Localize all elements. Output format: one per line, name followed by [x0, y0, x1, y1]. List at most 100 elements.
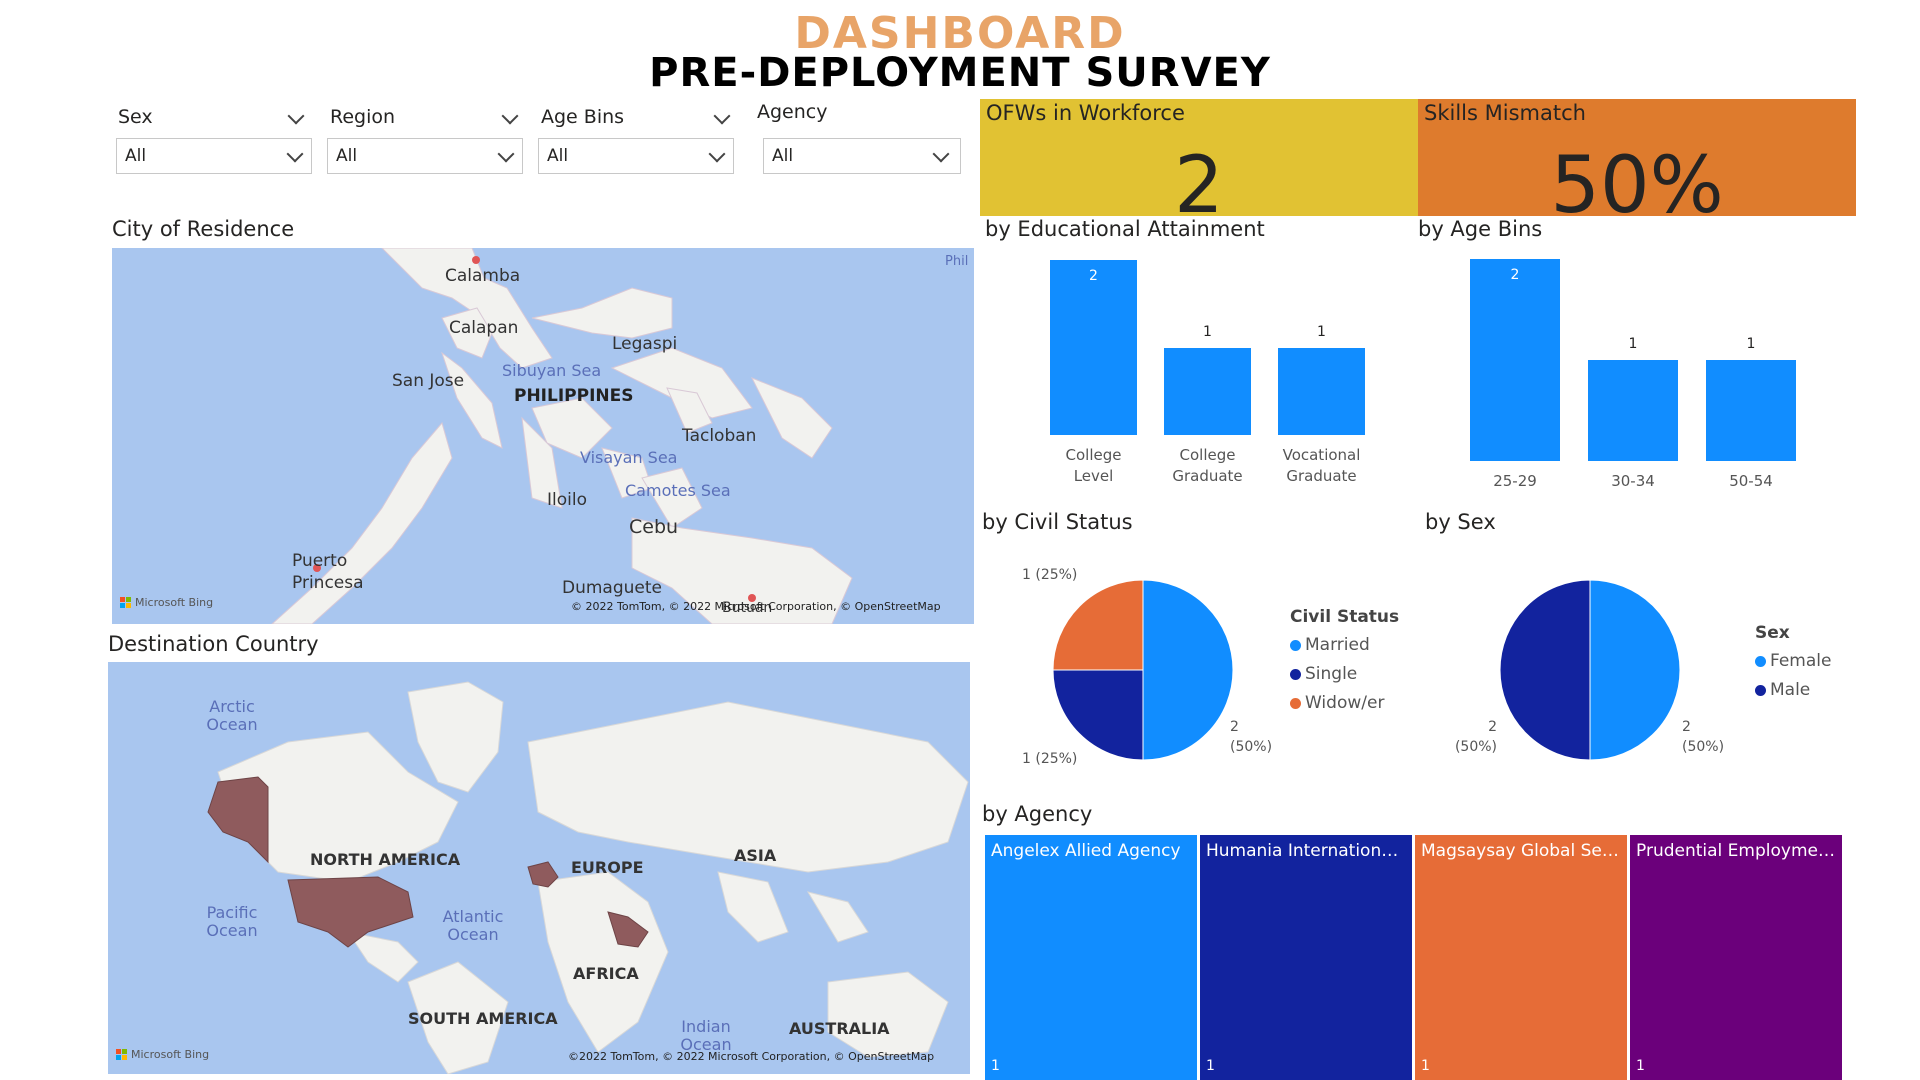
edu-chart-title: by Educational Attainment	[985, 217, 1265, 241]
bar[interactable]	[1588, 360, 1678, 461]
legend-dot-icon	[1755, 684, 1766, 696]
map-label-dumaguete: Dumaguete	[562, 578, 662, 598]
kpi-ofws-card[interactable]: OFWs in Workforce 2	[980, 99, 1418, 231]
bar-category-label: 30-34	[1611, 472, 1655, 490]
map-label-tacloban: Tacloban	[682, 426, 757, 446]
continent-africa: AFRICA	[573, 964, 639, 983]
treemap-tile-prudential[interactable]: Prudential Employment... 1	[1630, 835, 1842, 1080]
slicer-sex-value: All	[125, 146, 147, 166]
sex-chart-title: by Sex	[1425, 510, 1496, 534]
treemap-tile-value: 1	[1636, 1058, 1645, 1074]
legend-widower-label: Widow/er	[1305, 693, 1385, 713]
map-label-camotes-sea: Camotes Sea	[625, 481, 731, 500]
legend-male[interactable]: Male	[1755, 680, 1831, 700]
bar-value-label: 1	[1203, 323, 1212, 340]
treemap-tile-humania[interactable]: Humania International ... 1	[1200, 835, 1412, 1080]
dashboard-title: DASHBOARD	[794, 8, 1126, 59]
map-label-corner: Phil	[945, 254, 969, 269]
continent-north-america: NORTH AMERICA	[310, 850, 461, 869]
ocean-atlantic: Atlantic Ocean	[442, 907, 504, 944]
chevron-down-icon[interactable]	[713, 107, 731, 125]
legend-female-label: Female	[1770, 651, 1832, 671]
legend-single-label: Single	[1305, 664, 1358, 684]
slicer-region-label: Region	[330, 106, 396, 128]
map-label-calapan: Calapan	[449, 318, 519, 338]
bar-category-label: Vocational Graduate	[1282, 446, 1361, 485]
slicer-agency-label: Agency	[757, 101, 828, 123]
slicer-sex-label: Sex	[118, 106, 153, 128]
continent-south-america: SOUTH AMERICA	[408, 1009, 558, 1028]
kpi-skills-card[interactable]: Skills Mismatch 50%	[1418, 99, 1856, 231]
city-map-attribution[interactable]: © 2022 TomTom, © 2022 Microsoft Corporat…	[571, 600, 941, 613]
civil-pie-label-married: 2 (50%)	[1230, 719, 1273, 755]
sex-pie-svg[interactable]	[1420, 545, 1860, 785]
civil-chart-title: by Civil Status	[982, 510, 1133, 534]
destination-map[interactable]: NORTH AMERICA EUROPE ASIA AFRICA SOUTH A…	[108, 662, 970, 1074]
sex-pie-label-male: 2 (50%)	[1454, 719, 1497, 755]
age-bar-chart[interactable]: 2 25-29 1 30-34 1 50-54	[1418, 245, 1848, 495]
pie-slice-single[interactable]	[1052, 669, 1144, 761]
map-label-iloilo: Iloilo	[547, 490, 587, 510]
treemap-tile-angelex[interactable]: Angelex Allied Agency 1	[985, 835, 1197, 1080]
continent-australia: AUSTRALIA	[789, 1019, 890, 1038]
kpi-skills-value: 50%	[1550, 141, 1724, 231]
map-label-legaspi: Legaspi	[612, 334, 678, 354]
city-map[interactable]: Calamba Calapan Legaspi San Jose PHILIPP…	[112, 248, 974, 624]
treemap-tile-magsaysay[interactable]: Magsaysay Global Serv... 1	[1415, 835, 1627, 1080]
map-label-visayan-sea: Visayan Sea	[580, 448, 678, 467]
slicer-region-value: All	[336, 146, 358, 166]
civil-pie-svg[interactable]	[980, 545, 1420, 785]
treemap-tile-label: Humania International ...	[1206, 841, 1406, 861]
bar-value-label: 2	[1510, 267, 1520, 283]
bing-logo: Microsoft Bing	[120, 596, 213, 609]
kpi-skills-title: Skills Mismatch	[1424, 101, 1586, 125]
sex-pie-chart[interactable]: 2 (50%) 2 (50%) Sex Female Male	[1420, 545, 1860, 785]
continent-europe: EUROPE	[571, 858, 644, 877]
legend-married-label: Married	[1305, 635, 1370, 655]
continent-asia: ASIA	[734, 846, 777, 865]
bar-category-label: College Level	[1065, 446, 1122, 485]
legend-female[interactable]: Female	[1755, 651, 1831, 671]
legend-widower[interactable]: Widow/er	[1290, 693, 1399, 713]
slicer-age-bins-dropdown[interactable]: All	[538, 138, 734, 174]
bar[interactable]	[1278, 347, 1365, 435]
agency-chart-title: by Agency	[982, 802, 1093, 826]
legend-dot-icon	[1290, 639, 1301, 651]
bing-text: Microsoft Bing	[131, 1048, 210, 1061]
slicer-agency-value: All	[772, 146, 794, 166]
civil-status-pie-chart[interactable]: 1 (25%) 1 (25%) 2 (50%) Civil Status Mar…	[980, 545, 1420, 785]
map-label-philippines: PHILIPPINES	[514, 386, 634, 406]
edu-bar-chart[interactable]: 2 College Level 1 College Graduate 1 Vocation…	[980, 245, 1410, 495]
chevron-down-icon[interactable]	[501, 107, 519, 125]
map-label-sibuyan-sea: Sibuyan Sea	[502, 361, 602, 380]
city-map-title: City of Residence	[112, 217, 295, 241]
slicer-agency-dropdown[interactable]: All	[763, 138, 961, 174]
civil-legend: Civil Status Married Single Widow/er	[1290, 607, 1399, 713]
slicer-sex-dropdown[interactable]: All	[116, 138, 312, 174]
dest-map-attribution[interactable]: ©2022 TomTom, © 2022 Microsoft Corporati…	[568, 1050, 935, 1063]
civil-pie-label-single: 1 (25%)	[1022, 751, 1078, 767]
slicer-region-dropdown[interactable]: All	[327, 138, 523, 174]
legend-single[interactable]: Single	[1290, 664, 1399, 684]
ocean-pacific: Pacific Ocean	[206, 903, 258, 940]
treemap-tile-value: 1	[1421, 1058, 1430, 1074]
treemap-tile-value: 1	[1206, 1058, 1215, 1074]
legend-dot-icon	[1290, 697, 1301, 709]
pie-slice-married[interactable]	[1142, 579, 1234, 761]
chevron-down-icon[interactable]	[287, 107, 305, 125]
kpi-ofws-title: OFWs in Workforce	[986, 101, 1185, 125]
microsoft-logo-icon	[120, 597, 131, 608]
city-map-land	[271, 248, 853, 624]
slicer-age-bins-label: Age Bins	[541, 106, 625, 128]
bar[interactable]	[1470, 259, 1560, 461]
bar[interactable]	[1706, 360, 1796, 461]
bar[interactable]	[1164, 347, 1251, 435]
map-label-puerto-princesa: Puerto Princesa	[292, 551, 364, 593]
map-label-san-jose: San Jose	[392, 371, 465, 391]
pie-slice-widow-er[interactable]	[1052, 579, 1144, 671]
bar[interactable]	[1050, 260, 1137, 435]
legend-married[interactable]: Married	[1290, 635, 1399, 655]
pie-slice-female[interactable]	[1589, 579, 1681, 761]
pie-slice-male[interactable]	[1499, 579, 1591, 761]
microsoft-logo-icon	[116, 1049, 127, 1060]
